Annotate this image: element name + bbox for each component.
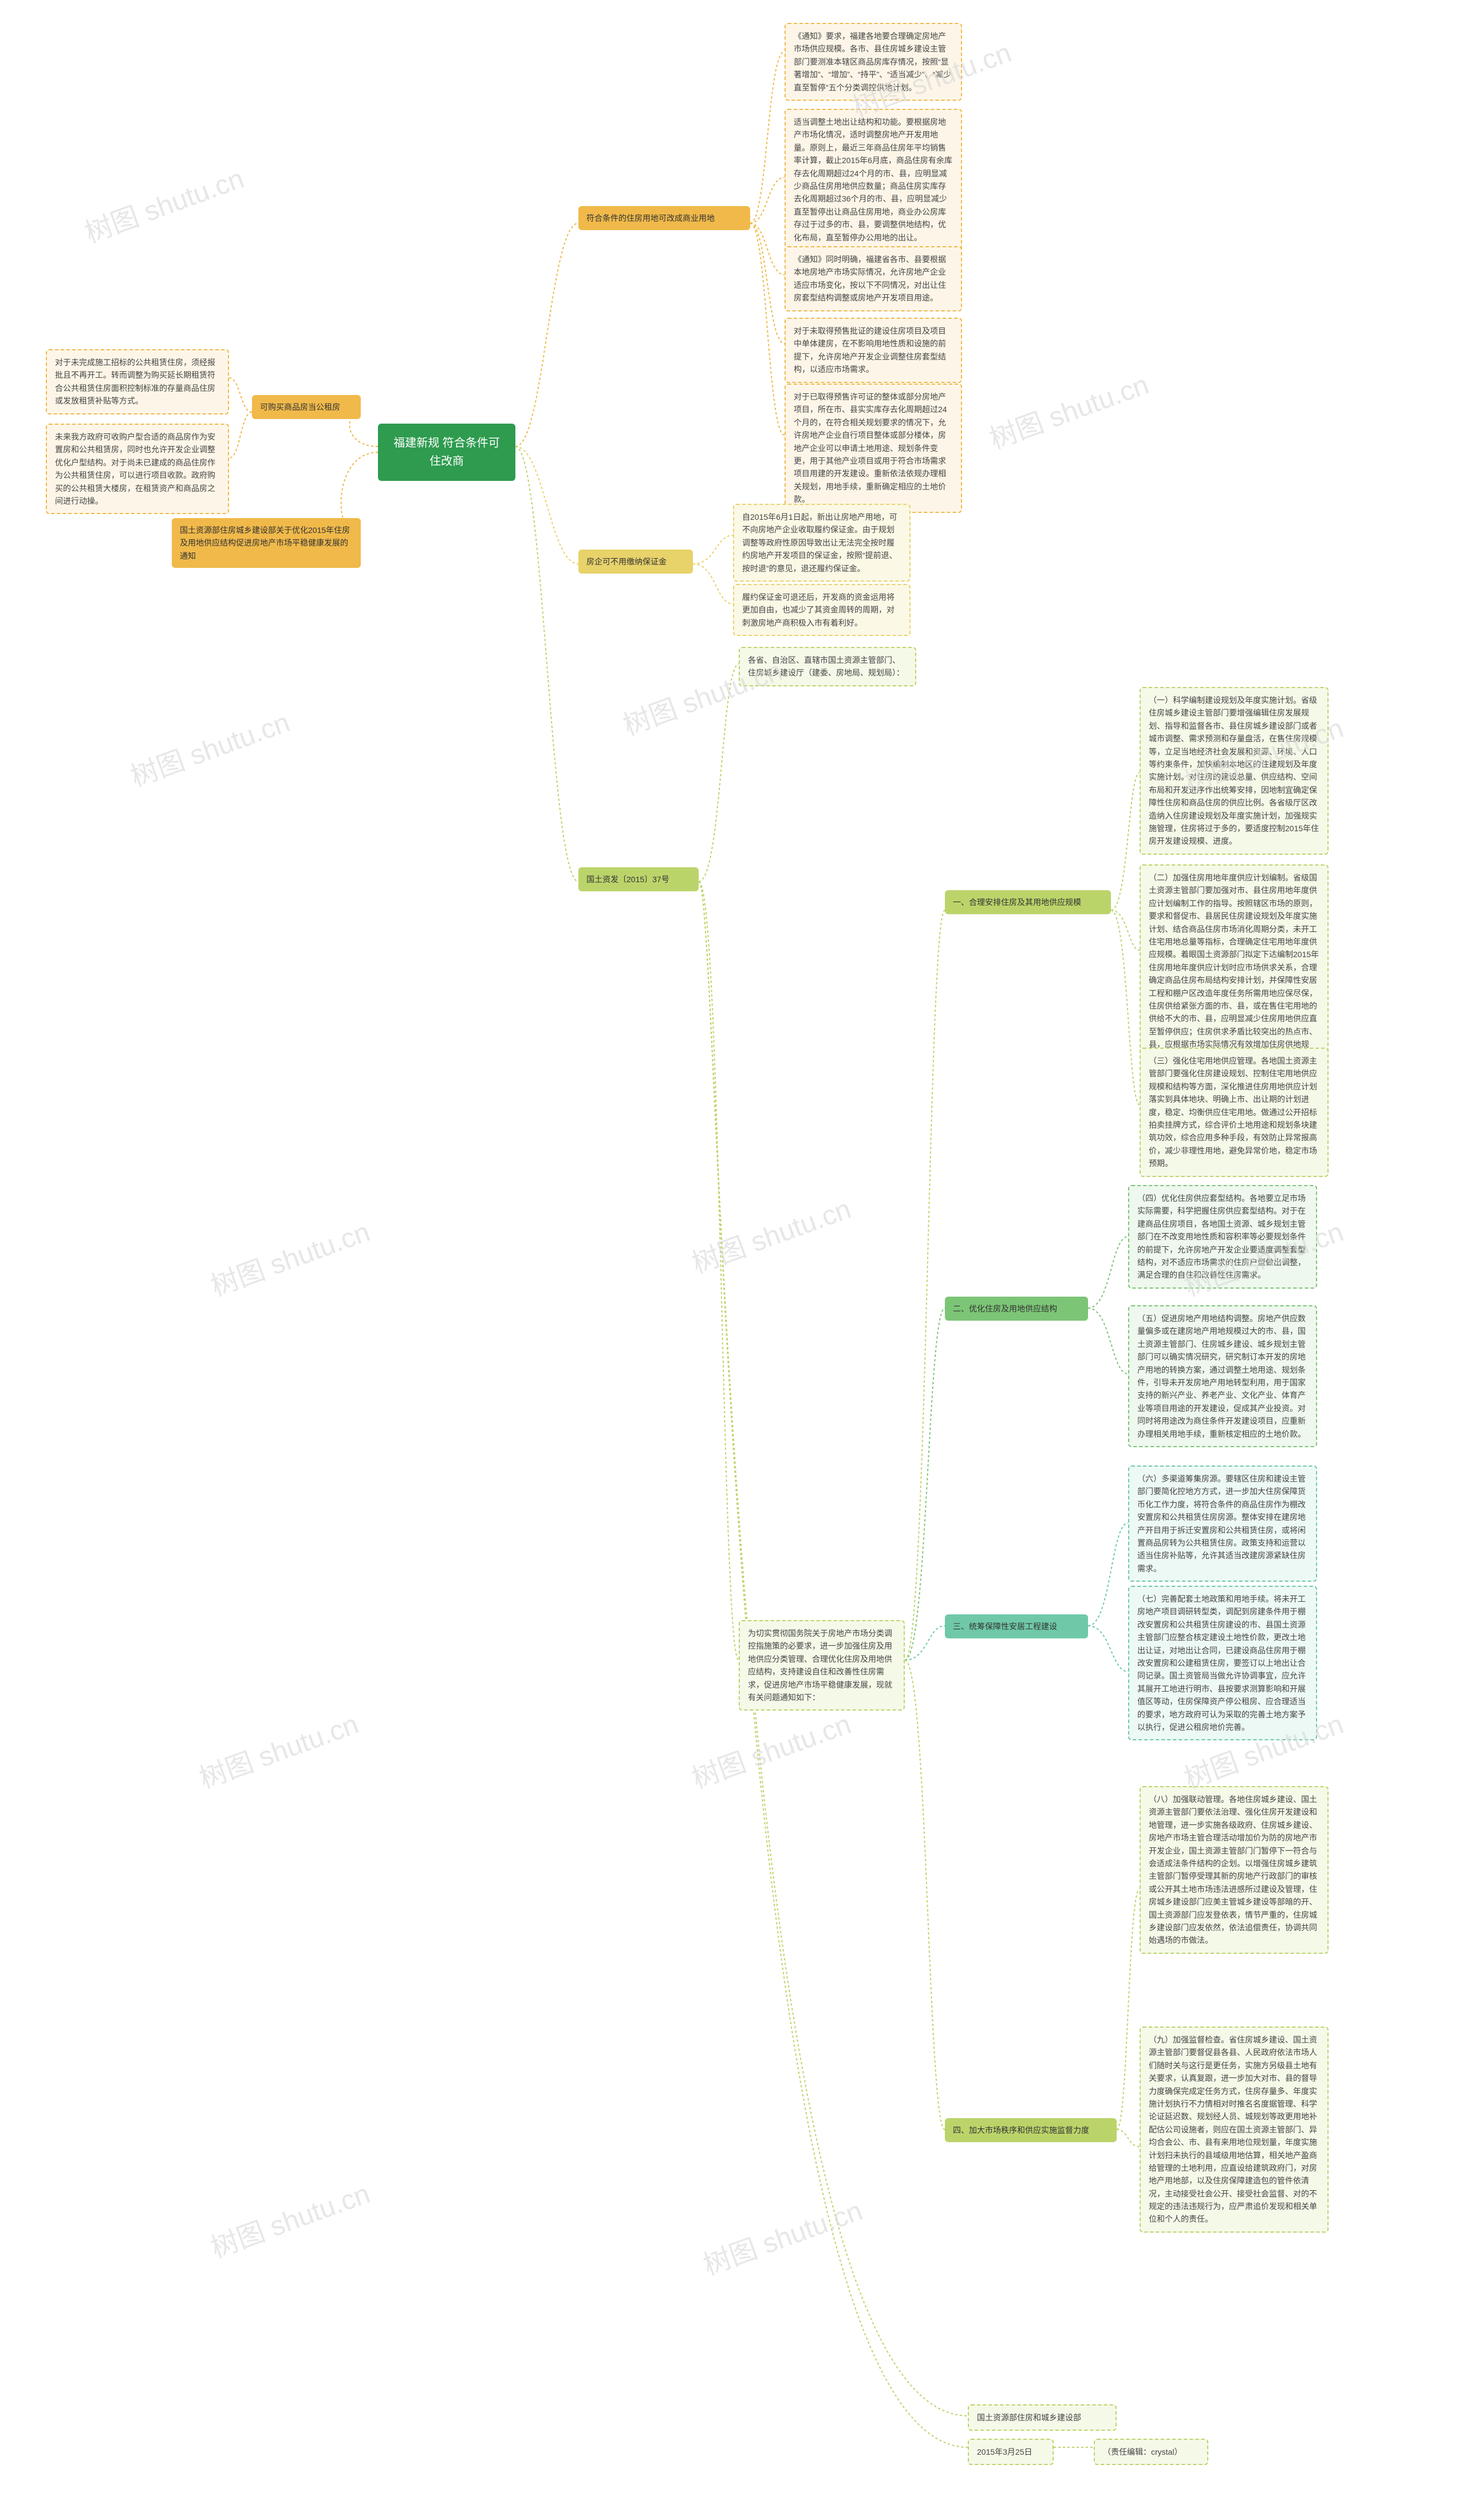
section3-leaf1: （七）完善配套土地政策和用地手续。将未开工房地产项目调研转型类，调配到房建条件用… [1128, 1586, 1317, 1740]
section3-leaf0: （六）多渠道筹集房源。要辖区住房和建设主管部门要简化控地方方式，进一步加大住房保… [1128, 1466, 1317, 1582]
right-b3-footer3: （责任编辑：crystal） [1094, 2439, 1208, 2465]
right-b3: 国土资发〔2015〕37号 [578, 867, 699, 891]
section1: 一、合理安排住房及其用地供应规模 [945, 890, 1111, 914]
right-b1-leaf0: 《通知》要求，福建各地要合理确定房地产市场供应规模。各市、县住房城乡建设主管部门… [785, 23, 962, 101]
watermark: 树图 shutu.cn [697, 2188, 867, 2282]
section1-leaf0: （一）科学编制建设规划及年度实施计划。省级住房城乡建设主管部门要增强编辑住房发展… [1140, 687, 1329, 855]
right-b2-leaf0: 自2015年6月1日起，新出让房地产用地，可不向房地产企业收取履约保证金。由于规… [733, 504, 911, 582]
section4-leaf1: （九）加强监督检查。省住房城乡建设、国土资源主管部门要督促县各县、人民政府依法市… [1140, 2027, 1329, 2233]
section3: 三、统筹保障性安居工程建设 [945, 1614, 1088, 1638]
right-b1-leaf2: 《通知》同时明确，福建省各市、县要根据本地房地产市场实际情况，允许房地产企业适应… [785, 246, 962, 311]
left-branch1-leaf1: 未来我方政府可收购户型合适的商品房作为安置房和公共租赁房，同时也允许开发企业调整… [46, 424, 229, 514]
right-b1-leaf1: 适当调整土地出让结构和功能。要根据房地产市场化情况，适时调整房地产开发用地量。原… [785, 109, 962, 251]
section2: 二、优化住房及用地供应结构 [945, 1297, 1088, 1321]
right-b3-footer2: 2015年3月25日 [968, 2439, 1054, 2465]
right-b2-leaf1: 履约保证金可退还后，开发商的资金运用将更加自由，也减少了其资金周转的周期，对刺激… [733, 584, 911, 636]
watermark: 树图 shutu.cn [685, 1186, 856, 1281]
center-node: 福建新规 符合条件可住改商 [378, 424, 515, 481]
right-b3-intro: 各省、自治区、直辖市国土资源主管部门、住房城乡建设厅（建委、房地局、规划局）： [739, 647, 916, 686]
section4-leaf0: （八）加强联动管理。各地住房城乡建设、国土资源主管部门要依法治理、强化住房开发建… [1140, 1786, 1329, 1954]
section1-leaf1: （二）加强住房用地年度供应计划编制。省级国土资源主管部门要加强对市、县住房用地年… [1140, 864, 1329, 1071]
right-b3-footer1: 国土资源部住房和城乡建设部 [968, 2404, 1117, 2431]
right-b1-leaf4: 对于已取得预售许可证的整体或部分房地产项目，所在市、县实实库存去化周期超过24个… [785, 384, 962, 513]
section2-leaf1: （五）促进房地产用地结构调整。房地产供应数量偏多或在建房地产用地规模过大的市、县… [1128, 1305, 1317, 1447]
right-b1-leaf3: 对于未取得预售批证的建设住房项目及项目中单体建房，在不影响用地性质和设施的前提下… [785, 318, 962, 383]
watermark: 树图 shutu.cn [204, 1209, 375, 1304]
watermark: 树图 shutu.cn [193, 1701, 363, 1796]
left-branch2: 国土资源部住房城乡建设部关于优化2015年住房及用地供应结构促进房地产市场平稳健… [172, 518, 361, 568]
section4: 四、加大市场秩序和供应实施监督力度 [945, 2118, 1117, 2142]
right-b3-preface: 为切实贯彻国务院关于房地产市场分类调控指施策的必要求，进一步加强住房及用地供应分… [739, 1620, 905, 1711]
watermark: 树图 shutu.cn [204, 2171, 375, 2265]
section1-leaf2: （三）强化住宅用地供应管理。各地国土资源主管部门要强化住房建设规划、控制住宅用地… [1140, 1048, 1329, 1177]
watermark: 树图 shutu.cn [78, 156, 249, 250]
watermark: 树图 shutu.cn [124, 700, 294, 794]
section2-leaf0: （四）优化住房供应套型结构。各地要立足市场实际需要，科学把握住房供应套型结构。对… [1128, 1185, 1317, 1289]
left-branch1-leaf0: 对于未完成施工招标的公共租赁住房，须经报批且不再开工。转而调整为购买延长期租赁符… [46, 349, 229, 414]
watermark: 树图 shutu.cn [983, 362, 1153, 456]
watermark: 树图 shutu.cn [685, 1701, 856, 1796]
right-b2: 房企可不用缴纳保证金 [578, 550, 693, 574]
right-b1: 符合条件的住房用地可改成商业用地 [578, 206, 750, 230]
left-branch1: 可购买商品房当公租房 [252, 395, 361, 419]
